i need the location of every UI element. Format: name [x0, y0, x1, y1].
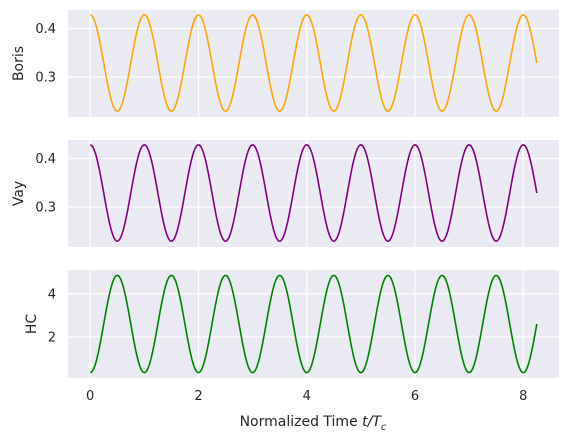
ylabel-hc: HC [24, 314, 40, 335]
ytick-label-hc-1: 4 [48, 287, 56, 302]
panel-vay: 0.3 0.4 Vay [11, 140, 559, 247]
xtick-label-2: 4 [303, 389, 311, 404]
ytick-label-vay-1: 0.4 [35, 152, 56, 167]
xticks-hc: 0 2 4 6 8 [86, 389, 527, 404]
plot-area-hc [68, 270, 559, 378]
series-boris [90, 14, 538, 112]
series-line-vay-0 [90, 144, 538, 242]
series-hc [90, 274, 538, 374]
xlabel-math-sub: c [381, 422, 387, 432]
series-line-boris-0 [90, 14, 538, 112]
ytick-label-hc-0: 2 [48, 330, 56, 345]
xtick-label-4: 8 [519, 389, 527, 404]
xlabel-math: t/T [362, 414, 382, 430]
series-line-hc-0 [90, 274, 538, 374]
ytick-label-boris-0: 0.3 [35, 71, 56, 86]
ytick-label-boris-1: 0.4 [35, 22, 56, 37]
xtick-label-0: 0 [86, 389, 94, 404]
panel-boris: 0.3 0.4 Boris [11, 10, 559, 117]
grid-hc [68, 270, 559, 378]
xlabel: Normalized Time t/Tc [240, 414, 387, 432]
yticks-hc: 24 [48, 287, 56, 345]
ytick-label-vay-0: 0.3 [35, 201, 56, 216]
yticks-boris: 0.3 0.4 [35, 22, 56, 86]
xtick-label-3: 6 [411, 389, 419, 404]
xtick-label-1: 2 [194, 389, 202, 404]
ylabel-boris: Boris [11, 46, 27, 81]
yticks-vay: 0.3 0.4 [35, 152, 56, 216]
xlabel-text: Normalized Time [240, 414, 358, 430]
ylabel-vay: Vay [11, 181, 27, 206]
series-vay [90, 144, 538, 242]
